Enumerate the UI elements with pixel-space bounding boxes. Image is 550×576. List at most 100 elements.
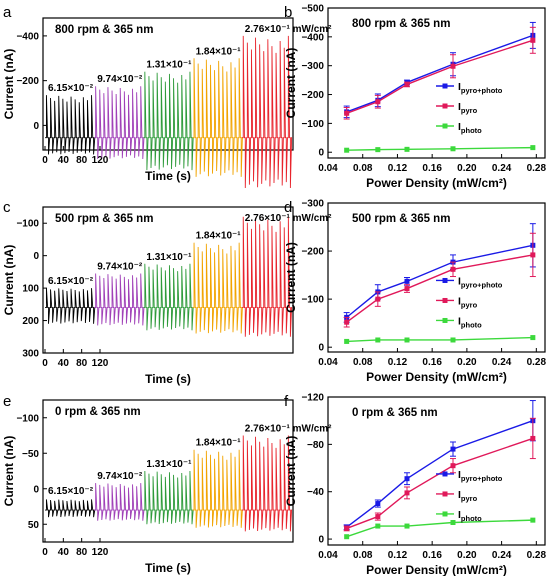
data-point-photo [344, 147, 350, 153]
plot-frame-c [42, 206, 294, 354]
legend-label-pyro: Ipyro [458, 101, 478, 115]
trace-path-4 [192, 58, 243, 177]
data-point-pyro [530, 435, 536, 441]
x-tick-label: 80 [76, 358, 88, 369]
trace-segment-4 [192, 449, 243, 528]
condition-label: 500 rpm & 365 nm [55, 213, 153, 225]
x-tick-label: 40 [58, 155, 70, 166]
legend-subscript: pyro+photo [461, 280, 503, 289]
power-label-4: 1.84×10⁻¹ [196, 46, 242, 57]
legend-marker-pyro [442, 297, 448, 303]
trace-segment-1 [45, 288, 96, 324]
x-tick-label: 0.24 [492, 357, 512, 368]
legend-subscript: pyro [461, 106, 478, 115]
data-point-photo [344, 534, 350, 540]
data-point-photo [450, 520, 456, 526]
data-point-photo [404, 523, 410, 529]
legend-main: I [458, 81, 461, 93]
legend: Ipyro+photo Ipyro Iphoto [436, 469, 503, 523]
trace-segment-3 [143, 470, 194, 525]
x-tick-label: 0.28 [527, 163, 547, 174]
x-tick-label: 0 [42, 547, 48, 558]
x-tick-label: 0 [42, 155, 48, 166]
trace-path-3 [143, 71, 194, 171]
trace-path-5 [241, 435, 293, 532]
legend-subscript: photo [461, 320, 482, 329]
condition-label: 800 rpm & 365 nm [55, 24, 153, 36]
plot-b: 0 −100 −200 −300 −400 −500 0.04 0.08 0.12 0.16 0.2… [284, 4, 546, 191]
y-tick-label: −300 [301, 199, 324, 210]
panel-letter-e: e [3, 393, 11, 410]
series-line-pyro [346, 254, 533, 323]
x-tick-label: 80 [76, 155, 88, 166]
data-point-photo [375, 147, 381, 153]
data-point-pyro [450, 463, 456, 469]
power-label-5: 2.76×10⁻¹ mW/cm² [245, 213, 332, 224]
legend-main: I [458, 101, 461, 113]
legend-label-photo: Iphoto [458, 121, 482, 135]
x-tick-label: 120 [92, 547, 109, 558]
power-label-3: 1.31×10⁻¹ [146, 60, 192, 71]
y-tick-label: 100 [22, 284, 39, 295]
plot-frame-b [327, 7, 546, 159]
y-tick-label: −120 [301, 393, 324, 404]
series-pyro+photo [343, 223, 536, 323]
legend-subscript: pyro [461, 494, 478, 503]
trace-segment-3 [143, 71, 194, 171]
trace-path-5 [241, 35, 293, 189]
panel-f: f 0 −40 −80 −120 0.04 0.08 0.12 0.16 0.20 0.24 0.2… [284, 393, 546, 576]
legend-main: I [458, 509, 461, 521]
y-tick-label: 0 [318, 535, 324, 546]
y-tick-label: −50 [22, 449, 39, 460]
series-photo [344, 335, 536, 344]
data-point-pyro [375, 296, 381, 302]
x-tick-label: 0.12 [388, 163, 408, 174]
y-tick-label: −200 [301, 90, 324, 101]
y-axis-title: Current (nA) [284, 436, 298, 507]
x-tick-label: 0.16 [422, 357, 442, 368]
x-tick-label: 40 [58, 547, 70, 558]
panel-e: e −100 −50 0 50 0 40 80 120 Time (s) Current (nA)… [2, 393, 332, 575]
y-tick-label: −400 [16, 31, 39, 42]
panel-letter-c: c [3, 199, 11, 216]
legend-marker-photo [442, 317, 448, 323]
x-tick-label: 0.08 [353, 550, 373, 561]
panel-letter-b: b [284, 4, 292, 21]
y-tick-label: −500 [301, 4, 324, 15]
data-point-pyro+photo [375, 501, 381, 507]
x-tick-label: 120 [92, 358, 109, 369]
y-tick-label: −200 [301, 247, 324, 258]
x-axis-title: Power Density (mW/cm²) [366, 563, 507, 576]
trace-segment-4 [192, 58, 243, 177]
data-point-photo [404, 337, 410, 343]
data-point-photo [450, 146, 456, 152]
power-label-4: 1.84×10⁻¹ [196, 231, 242, 242]
trace-segment-2 [94, 273, 145, 326]
x-axis-title: Time (s) [145, 561, 191, 575]
y-tick-label: −80 [307, 440, 324, 451]
data-point-pyro [375, 99, 381, 105]
panel-letter-f: f [284, 393, 289, 410]
trace-path-3 [143, 263, 194, 331]
legend-main: I [458, 315, 461, 327]
legend-main: I [458, 275, 461, 287]
plot-d: 0 −100 −200 −300 0.04 0.08 0.12 0.16 0.20 0.24 0.2… [284, 199, 546, 385]
trace-path-2 [94, 86, 145, 159]
y-tick-label: −300 [301, 61, 324, 72]
trace-segment-1 [45, 95, 96, 155]
plot-f: 0 −40 −80 −120 0.04 0.08 0.12 0.16 0.20 0.24 0.28 P… [284, 393, 546, 576]
data-point-pyro+photo [404, 278, 410, 284]
legend-label-pyro+photo: Ipyro+photo [458, 469, 503, 483]
x-tick-label: 0.24 [492, 550, 512, 561]
legend-label-photo: Iphoto [458, 509, 482, 523]
data-point-pyro [344, 525, 350, 531]
trace-path-5 [241, 216, 293, 337]
legend-subscript: pyro [461, 300, 478, 309]
power-label-3: 1.31×10⁻¹ [146, 459, 192, 470]
data-point-photo [375, 337, 381, 343]
x-axis-title: Time (s) [145, 372, 191, 386]
trace-segment-5 [241, 35, 293, 189]
legend-main: I [458, 121, 461, 133]
